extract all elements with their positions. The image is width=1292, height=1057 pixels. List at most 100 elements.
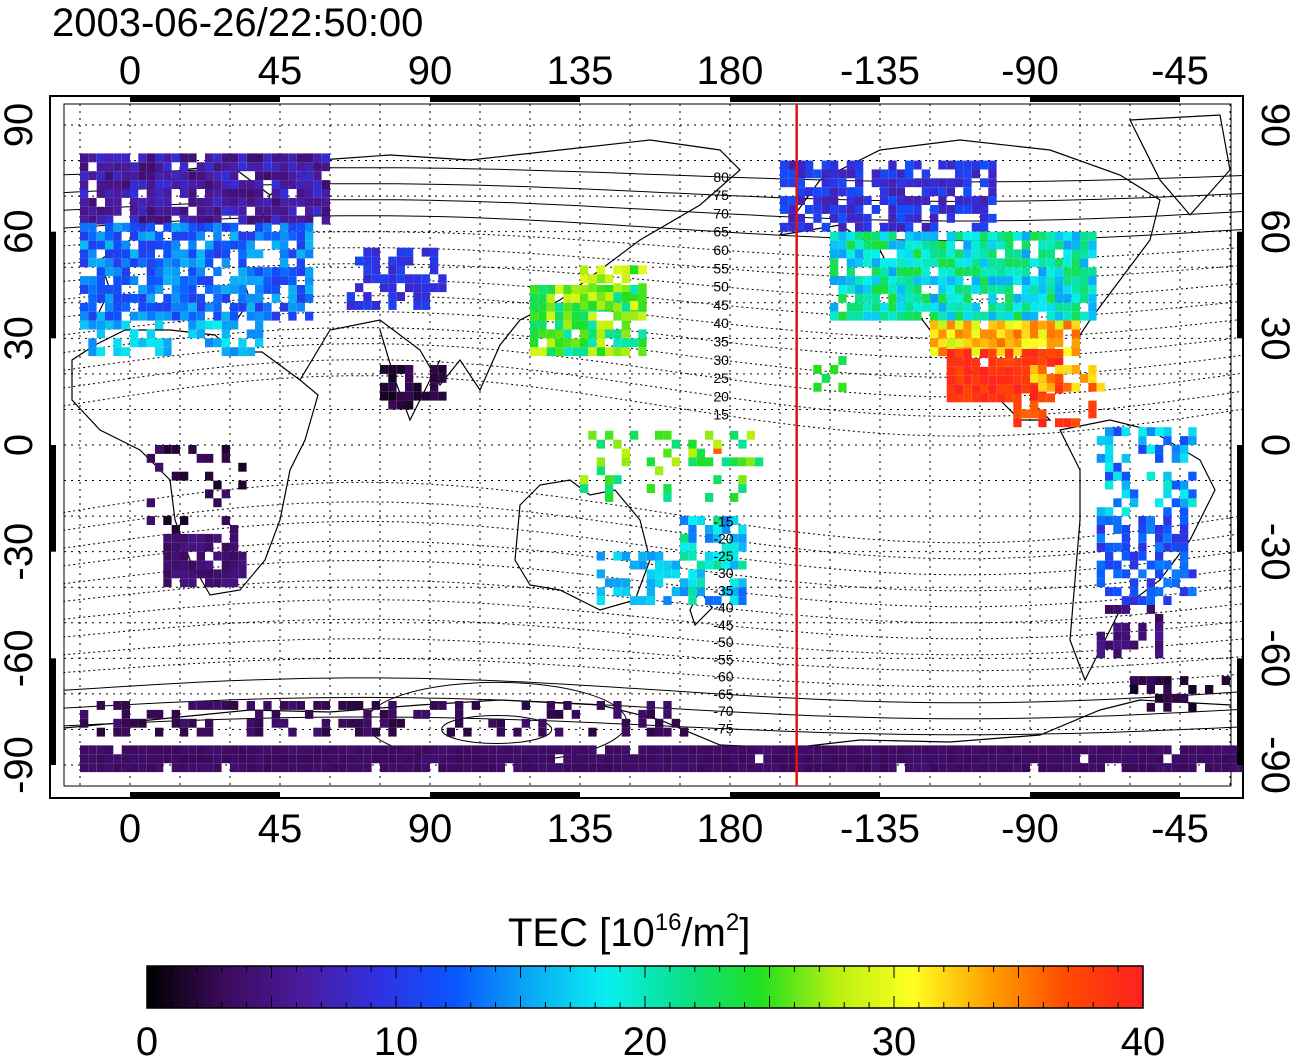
tec-cell	[1121, 640, 1130, 650]
tec-cell	[1138, 676, 1147, 685]
colorbar-label: TEC [1016/m2]	[508, 909, 750, 955]
tec-cell	[1021, 349, 1030, 358]
tec-cell	[605, 347, 614, 357]
tec-cell	[563, 293, 572, 303]
tec-cell	[971, 160, 980, 170]
tec-cell	[696, 448, 705, 458]
tec-cell	[563, 302, 572, 312]
tec-cell	[971, 222, 980, 232]
tec-cell	[888, 196, 897, 205]
tec-cell	[805, 169, 814, 179]
tec-cell	[805, 205, 814, 214]
tec-cell	[638, 754, 647, 764]
tec-cell	[788, 754, 797, 764]
tec-cell	[113, 171, 122, 181]
tec-cell	[305, 276, 314, 285]
tec-cell	[146, 285, 155, 294]
tec-cell	[938, 745, 947, 755]
tec-cell	[680, 542, 689, 552]
tec-cell	[288, 727, 297, 737]
tec-cell	[605, 430, 614, 440]
tec-cell	[988, 338, 997, 348]
tec-cell	[605, 745, 614, 755]
tec-cell	[1013, 418, 1022, 428]
tec-cell	[1088, 276, 1097, 285]
tec-cell	[188, 745, 197, 755]
tec-cell	[930, 293, 939, 303]
tec-cell	[888, 267, 897, 277]
tec-cell	[163, 754, 172, 764]
tec-cell	[1080, 276, 1089, 285]
tec-cell	[721, 525, 730, 534]
tec-cell	[638, 292, 647, 301]
tec-cell	[696, 578, 705, 588]
tec-cell	[271, 709, 280, 719]
tec-cell	[88, 171, 97, 181]
tec-cell	[105, 302, 114, 312]
tec-cell	[1046, 267, 1055, 277]
tec-cell	[546, 329, 555, 339]
tec-cell	[663, 709, 672, 719]
tec-cell	[188, 171, 197, 181]
tec-cell	[1071, 365, 1080, 374]
tec-cell	[780, 222, 789, 232]
lon-tick-label-top: 180	[697, 49, 764, 93]
tec-cell	[246, 153, 255, 163]
tec-cell	[1055, 276, 1064, 285]
tec-cell	[621, 274, 630, 284]
tec-cell	[938, 311, 947, 321]
tec-cell	[396, 274, 405, 284]
tec-cell	[213, 206, 222, 216]
tec-cell	[380, 283, 389, 293]
tec-cell	[546, 347, 555, 357]
tec-cell	[788, 178, 797, 188]
tec-cell	[271, 745, 280, 755]
tec-cell	[255, 302, 264, 312]
tec-cell	[1063, 418, 1072, 428]
tec-cell	[980, 196, 989, 205]
tec-cell	[88, 754, 97, 764]
tec-cell	[113, 701, 122, 710]
tec-cell	[438, 274, 447, 284]
tec-cell	[888, 169, 897, 179]
tec-cell	[1188, 685, 1197, 694]
tec-cell	[205, 180, 214, 189]
tec-cell	[955, 267, 964, 277]
tec-cell	[1030, 745, 1039, 755]
tec-cell	[621, 347, 630, 357]
tec-cell	[1113, 649, 1122, 659]
tec-cell	[896, 187, 905, 197]
tec-cell	[121, 249, 130, 259]
tec-cell	[163, 569, 172, 579]
tec-cell	[621, 763, 630, 773]
tec-cell	[563, 311, 572, 321]
magnetic-latitude-labels: 8075706560555045403530252015-15-20-25-30…	[713, 169, 733, 737]
tec-cell	[388, 274, 397, 284]
tec-cell	[205, 453, 214, 463]
lon-tick-label-bottom: 45	[258, 807, 303, 851]
tec-cell	[946, 213, 955, 223]
tec-cell	[988, 357, 997, 367]
tec-cell	[613, 329, 622, 339]
tec-cell	[905, 276, 914, 285]
tec-cell	[105, 162, 114, 172]
tec-cell	[1096, 560, 1105, 570]
tec-cell	[296, 745, 305, 755]
tec-cell	[280, 745, 289, 755]
greenland-coastline	[1129, 114, 1231, 216]
tec-cell	[113, 276, 122, 285]
tec-cell	[230, 533, 239, 543]
tec-cell	[305, 231, 314, 241]
tec-cell	[696, 754, 705, 764]
tec-cell	[296, 293, 305, 303]
tec-cell	[1030, 338, 1039, 348]
tec-cell	[1063, 365, 1072, 374]
tec-cell	[871, 763, 880, 773]
tec-cell	[930, 231, 939, 241]
tec-cell	[1130, 685, 1139, 694]
tec-cell	[630, 763, 639, 773]
tec-cell	[263, 206, 272, 216]
tec-cell	[296, 267, 305, 277]
tec-cell	[855, 276, 864, 285]
tec-cell	[296, 701, 305, 710]
